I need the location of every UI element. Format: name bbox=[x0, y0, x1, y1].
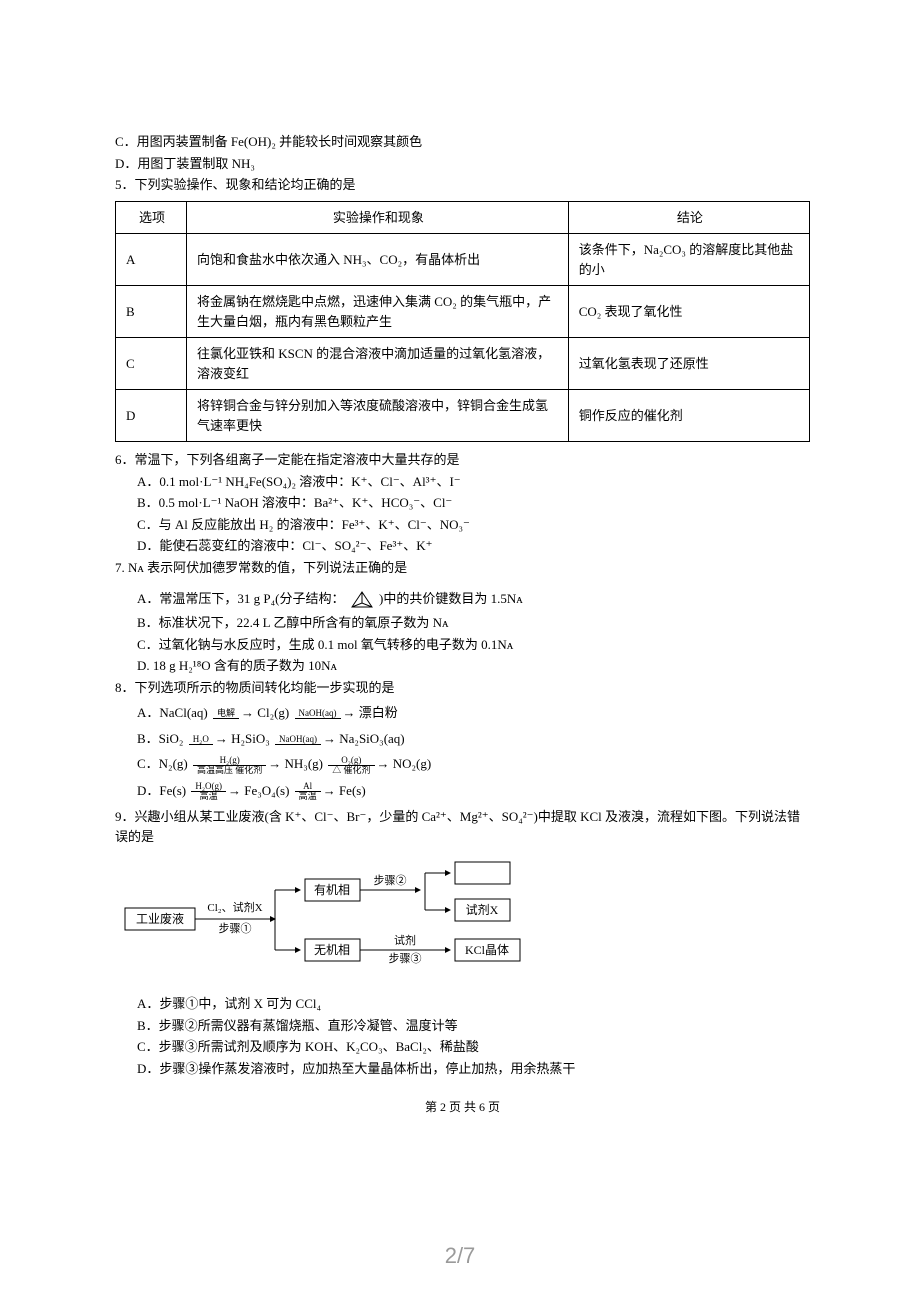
q6-option-a: A．0.1 mol·L⁻¹ NH₄Fe(SO₄)₂ 溶液中：K⁺、Cl⁻、Al³… bbox=[137, 472, 810, 492]
flow-organic: 有机相 bbox=[314, 883, 350, 897]
page-footer: 第 2 页 共 6 页 bbox=[115, 1098, 810, 1116]
cell-opt: B bbox=[116, 286, 187, 338]
cell-op: 往氯化亚铁和 KSCN 的混合溶液中滴加适量的过氧化氢溶液，溶液变红 bbox=[187, 338, 569, 390]
flow-reagentx: 试剂X bbox=[466, 902, 499, 917]
eq-b-pre: B．SiO₂ bbox=[137, 731, 183, 746]
table-row: A 向饱和食盐水中依次通入 NH₃、CO₂，有晶体析出 该条件下，Na₂CO₃ … bbox=[116, 234, 810, 286]
th-option: 选项 bbox=[116, 201, 187, 234]
q6-option-d: D．能使石蕊变红的溶液中：Cl⁻、SO₄²⁻、Fe³⁺、K⁺ bbox=[137, 536, 810, 556]
q6-stem: 6．常温下，下列各组离子一定能在指定溶液中大量共存的是 bbox=[115, 450, 810, 470]
q8-option-b: B．SiO₂ H₂O→ H₂SiO₃ NaOH(aq)→ Na₂SiO₃(aq) bbox=[137, 729, 810, 749]
q7-stem: 7. Nᴀ 表示阿伏加德罗常数的值，下列说法正确的是 bbox=[115, 558, 810, 578]
eq-c-r1b: 高温高压 催化剂 bbox=[193, 766, 266, 775]
cell-opt: C bbox=[116, 338, 187, 390]
eq-a-r2: NaOH(aq) bbox=[295, 709, 341, 719]
eq-c-pre: C．N₂(g) bbox=[137, 756, 188, 771]
flow-kcl: KCl晶体 bbox=[465, 943, 509, 957]
eq-d-mid: Fe₃O₄(s) bbox=[244, 783, 289, 798]
flow-start: 工业废液 bbox=[136, 911, 184, 926]
q9-stem: 9．兴趣小组从某工业废液(含 K⁺、Cl⁻、Br⁻，少量的 Ca²⁺、Mg²⁺、… bbox=[115, 807, 810, 846]
q5-stem: 5．下列实验操作、现象和结论均正确的是 bbox=[115, 175, 810, 195]
eq-a-pre: A．NaCl(aq) bbox=[137, 705, 208, 720]
cell-opt: A bbox=[116, 234, 187, 286]
eq-d-pre: D．Fe(s) bbox=[137, 783, 186, 798]
eq-a-mid: Cl₂(g) bbox=[257, 705, 289, 720]
table-row: B 将金属钠在燃烧匙中点燃，迅速伸入集满 CO₂ 的集气瓶中，产生大量白烟，瓶内… bbox=[116, 286, 810, 338]
eq-a-post: 漂白粉 bbox=[359, 705, 398, 720]
q9-flowchart: 工业废液 Cl₂、试剂X 步骤① 有机相 步骤② bbox=[115, 860, 810, 980]
flow-reagent1-bot: 步骤① bbox=[219, 922, 252, 935]
q7-a-post: )中的共价键数目为 1.5Nᴀ bbox=[379, 591, 523, 606]
eq-a-r1: 电解 bbox=[213, 709, 239, 719]
cell-conc: 过氧化氢表现了还原性 bbox=[568, 338, 809, 390]
flow-reagent1-top: Cl₂、试剂X bbox=[207, 900, 262, 914]
flow-reagent3-bot: 步骤③ bbox=[389, 952, 422, 965]
q9-option-a: A．步骤①中，试剂 X 可为 CCl₄ bbox=[137, 994, 810, 1014]
q7-a-pre: A．常温常压下，31 g P₄(分子结构： bbox=[137, 591, 344, 606]
cell-op: 将金属钠在燃烧匙中点燃，迅速伸入集满 CO₂ 的集气瓶中，产生大量白烟，瓶内有黑… bbox=[187, 286, 569, 338]
q9-option-c: C．步骤③所需试剂及顺序为 KOH、K₂CO₃、BaCl₂、稀盐酸 bbox=[137, 1037, 810, 1057]
cell-opt: D bbox=[116, 390, 187, 442]
q9-option-d: D．步骤③操作蒸发溶液时，应加热至大量晶体析出，停止加热，用余热蒸干 bbox=[137, 1059, 810, 1079]
eq-b-r2: NaOH(aq) bbox=[275, 735, 321, 745]
q6-option-b: B．0.5 mol·L⁻¹ NaOH 溶液中：Ba²⁺、K⁺、HCO₃⁻、Cl⁻ bbox=[137, 493, 810, 513]
eq-b-r1: H₂O bbox=[189, 735, 213, 745]
q7-option-d: D. 18 g H₂¹⁸O 含有的质子数为 10Nᴀ bbox=[137, 656, 810, 676]
eq-c-r2b: △ 催化剂 bbox=[328, 766, 374, 775]
eq-d-r1b: 高温 bbox=[191, 792, 226, 801]
p4-structure-icon bbox=[348, 589, 376, 611]
q5-table: 选项 实验操作和现象 结论 A 向饱和食盐水中依次通入 NH₃、CO₂，有晶体析… bbox=[115, 201, 810, 443]
table-row: D 将锌铜合金与锌分别加入等浓度硫酸溶液中，锌铜合金生成氢气速率更快 铜作反应的… bbox=[116, 390, 810, 442]
q8-option-c: C．N₂(g) H₂(g)高温高压 催化剂→ NH₃(g) O₂(g)△ 催化剂… bbox=[137, 754, 810, 775]
cell-op: 向饱和食盐水中依次通入 NH₃、CO₂，有晶体析出 bbox=[187, 234, 569, 286]
th-conclusion: 结论 bbox=[568, 201, 809, 234]
eq-c-post: NO₂(g) bbox=[393, 756, 431, 771]
eq-c-mid: NH₃(g) bbox=[285, 756, 323, 771]
q6-option-c: C．与 Al 反应能放出 H₂ 的溶液中：Fe³⁺、K⁺、Cl⁻、NO₃⁻ bbox=[137, 515, 810, 535]
table-row: C 往氯化亚铁和 KSCN 的混合溶液中滴加适量的过氧化氢溶液，溶液变红 过氧化… bbox=[116, 338, 810, 390]
cell-conc: 该条件下，Na₂CO₃ 的溶解度比其他盐的小 bbox=[568, 234, 809, 286]
th-operation: 实验操作和现象 bbox=[187, 201, 569, 234]
eq-d-post: Fe(s) bbox=[339, 783, 366, 798]
q8-option-a: A．NaCl(aq) 电解→ Cl₂(g) NaOH(aq)→ 漂白粉 bbox=[137, 703, 810, 723]
pdf-pager: 2/7 bbox=[0, 1239, 920, 1272]
eq-d-r2b: 高温 bbox=[295, 792, 321, 801]
q7-option-a: A．常温常压下，31 g P₄(分子结构： )中的共价键数目为 1.5Nᴀ bbox=[137, 589, 810, 611]
table-header-row: 选项 实验操作和现象 结论 bbox=[116, 201, 810, 234]
flow-inorganic: 无机相 bbox=[314, 943, 350, 957]
q4-option-d: D．用图丁装置制取 NH₃ bbox=[115, 154, 810, 174]
flow-step2: 步骤② bbox=[374, 874, 407, 887]
cell-conc: 铜作反应的催化剂 bbox=[568, 390, 809, 442]
q8-stem: 8．下列选项所示的物质间转化均能一步实现的是 bbox=[115, 678, 810, 698]
eq-b-post: Na₂SiO₃(aq) bbox=[339, 731, 404, 746]
q7-option-b: B．标准状况下，22.4 L 乙醇中所含有的氧原子数为 Nᴀ bbox=[137, 613, 810, 633]
q7-option-c: C．过氧化钠与水反应时，生成 0.1 mol 氧气转移的电子数为 0.1Nᴀ bbox=[137, 635, 810, 655]
cell-op: 将锌铜合金与锌分别加入等浓度硫酸溶液中，锌铜合金生成氢气速率更快 bbox=[187, 390, 569, 442]
q8-option-d: D．Fe(s) H₂O(g)高温→ Fe₃O₄(s) Al高温→ Fe(s) bbox=[137, 781, 810, 802]
q9-option-b: B．步骤②所需仪器有蒸馏烧瓶、直形冷凝管、温度计等 bbox=[137, 1016, 810, 1036]
cell-conc: CO₂ 表现了氧化性 bbox=[568, 286, 809, 338]
q4-option-c: C．用图丙装置制备 Fe(OH)₂ 并能较长时间观察其颜色 bbox=[115, 132, 810, 152]
eq-b-mid: H₂SiO₃ bbox=[231, 731, 270, 746]
flow-reagent3-top: 试剂 bbox=[394, 933, 416, 947]
document-page: C．用图丙装置制备 Fe(OH)₂ 并能较长时间观察其颜色 D．用图丁装置制取 … bbox=[0, 0, 920, 1302]
